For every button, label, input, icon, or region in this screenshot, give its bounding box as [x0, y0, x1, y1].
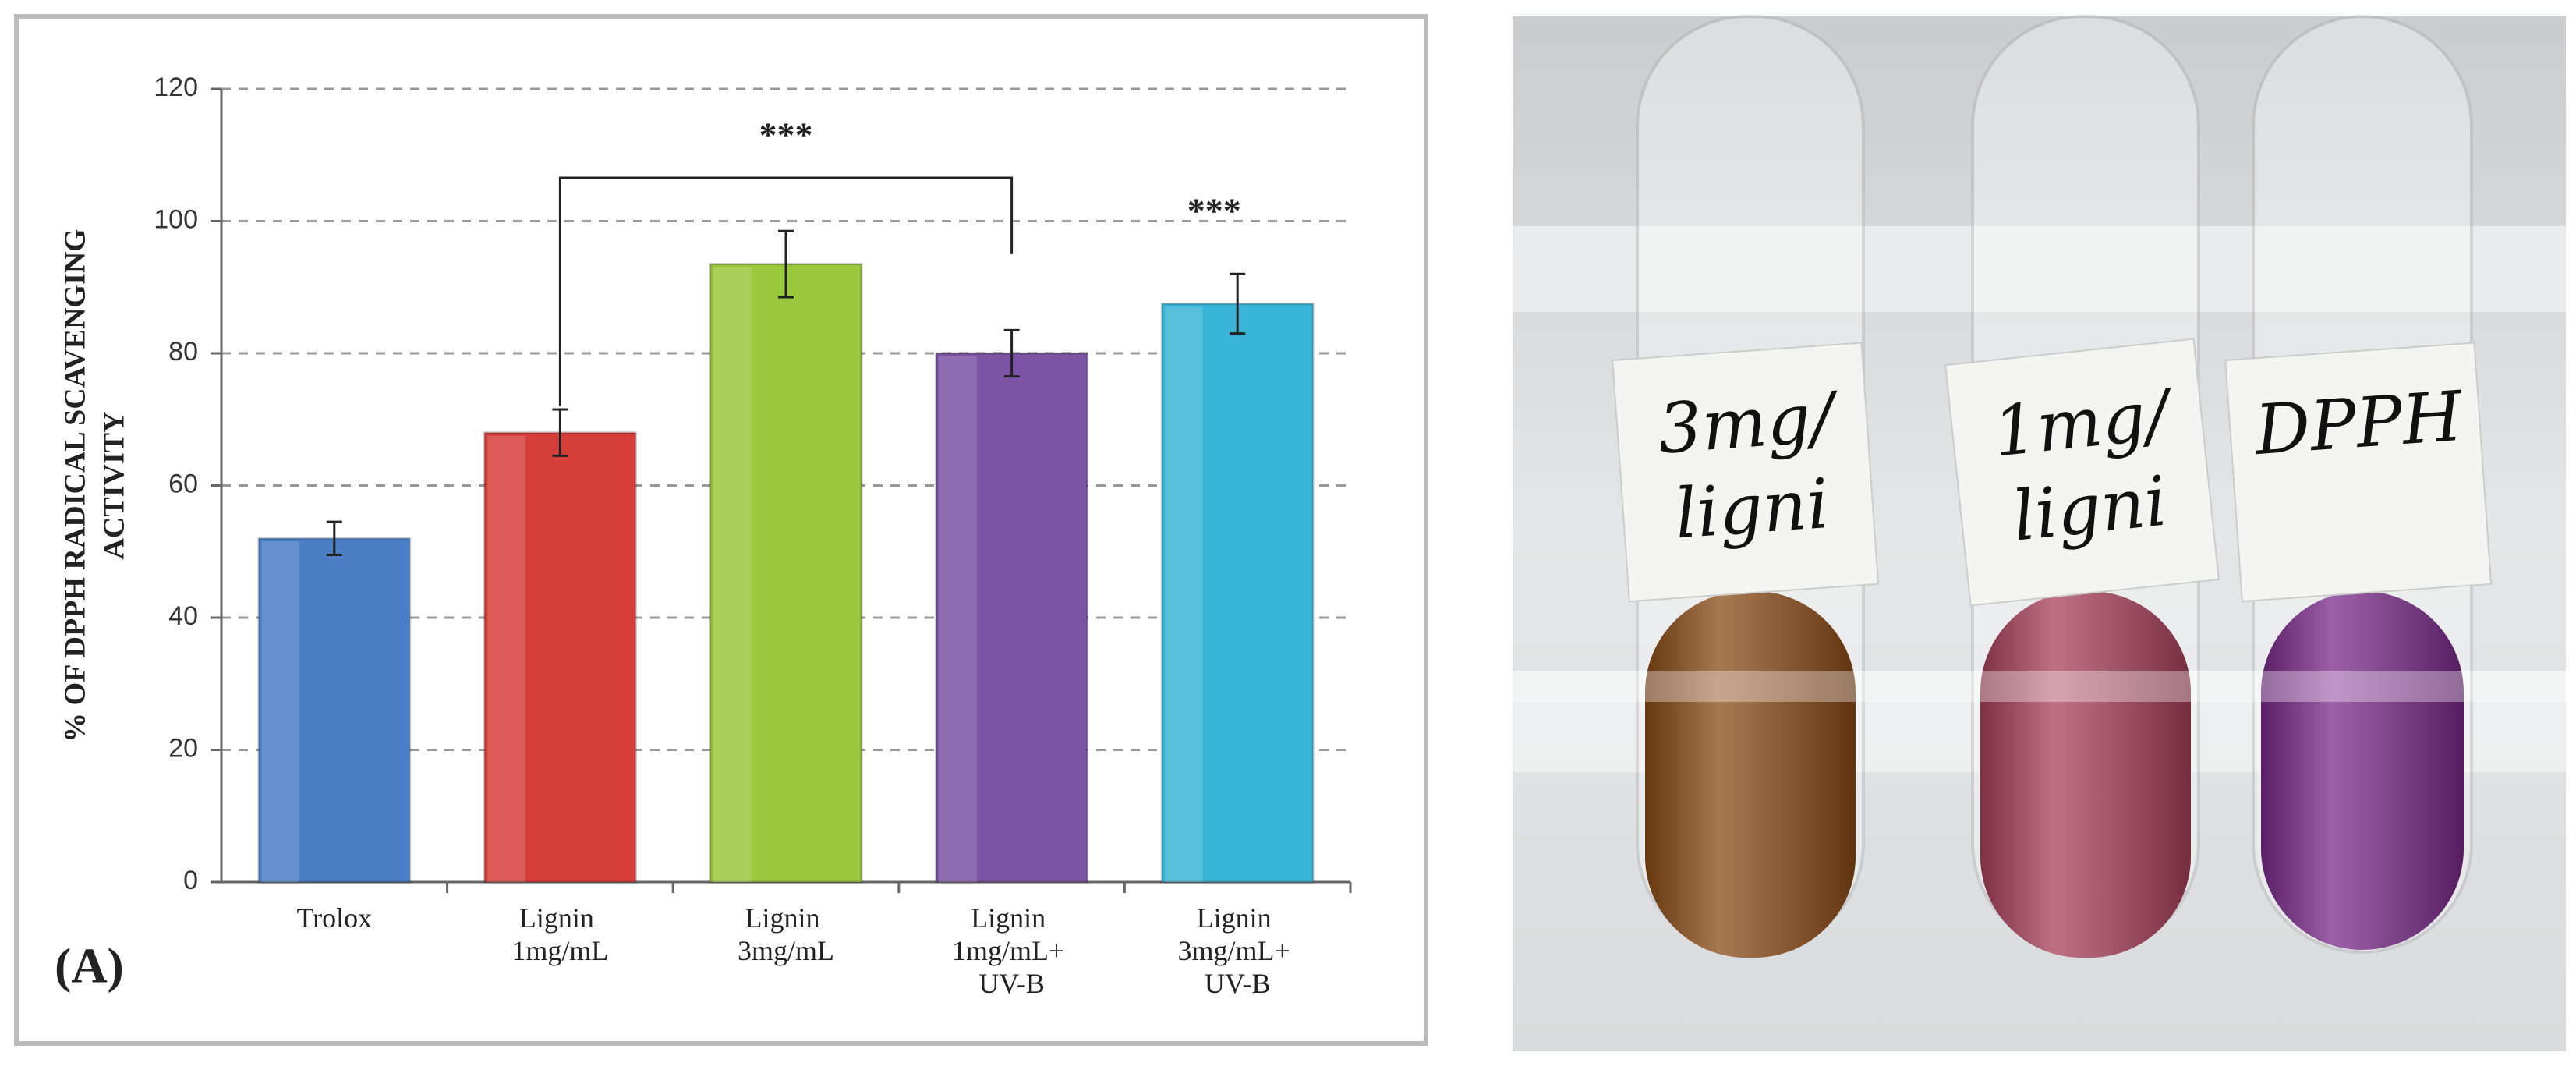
x-tick-line: 3mg/mL — [738, 935, 834, 966]
bar-highlight — [713, 267, 752, 882]
panel-label: (A) — [55, 938, 124, 994]
x-tick-label: Trolox — [296, 902, 372, 934]
bar — [935, 352, 1089, 884]
bar — [483, 431, 637, 884]
bar — [1160, 302, 1315, 884]
handwriting: 3mg/ — [1655, 377, 1842, 469]
x-tick-label: Lignin 1mg/mL+ UV-B — [952, 902, 1071, 999]
bar-highlight — [261, 541, 300, 882]
y-tick-label: 20 — [168, 733, 198, 763]
x-tick-line: Trolox — [296, 902, 372, 934]
handwriting: 1mg/ — [1989, 374, 2178, 473]
x-tick-line: 1mg/mL+ — [952, 935, 1071, 966]
y-tick-label: 60 — [168, 469, 198, 498]
x-tick-line: UV-B — [978, 968, 1045, 999]
x-tick-line: Lignin — [745, 902, 827, 934]
significance-bracket — [558, 176, 1014, 406]
label-paper — [2224, 342, 2493, 603]
x-tick-line: Lignin — [971, 902, 1053, 934]
y-tick-label: 0 — [183, 866, 198, 895]
handwriting: ligni — [2009, 461, 2171, 557]
rack-top — [1513, 226, 2566, 312]
tube-label: DPPH — [2224, 342, 2493, 603]
y-axis-label: ACTIVITY — [98, 411, 131, 559]
x-tick-line: Lignin — [519, 902, 601, 934]
annotation: *** — [759, 115, 813, 155]
y-tick-label: 100 — [154, 204, 198, 234]
tube-label: 1mg/ligni — [1944, 338, 2220, 607]
rack-edge — [1513, 671, 2566, 702]
x-tick-line: Lignin — [1197, 902, 1279, 934]
annotation: *** — [1187, 191, 1241, 231]
handwriting: ligni — [1672, 463, 1831, 554]
bar-highlight — [1165, 306, 1203, 882]
x-tick-label: Lignin 3mg/mL+ UV-B — [1178, 902, 1297, 999]
bar-highlight — [939, 356, 978, 882]
handwriting: DPPH — [2251, 376, 2467, 471]
x-tick-line: 3mg/mL+ — [1178, 935, 1297, 966]
tube-label: 3mg/ligni — [1612, 342, 1880, 603]
bar — [709, 263, 863, 884]
tube — [1971, 15, 2200, 958]
x-tick-line: 1mg/mL — [511, 935, 608, 966]
bar — [257, 537, 412, 884]
y-tick-label: 40 — [168, 601, 198, 631]
y-tick-label: 120 — [154, 73, 198, 102]
x-tick-label: Lignin 1mg/mL — [511, 902, 608, 966]
y-axis-label: % OF DPPH RADICAL SCAVENGING — [59, 229, 92, 742]
label-paper — [1944, 338, 2220, 607]
y-tick-label: 80 — [168, 337, 198, 367]
bar-highlight — [487, 435, 525, 882]
x-tick-label: Lignin 3mg/mL — [738, 902, 834, 966]
label-paper — [1612, 342, 1880, 603]
x-tick-line: UV-B — [1205, 968, 1271, 999]
